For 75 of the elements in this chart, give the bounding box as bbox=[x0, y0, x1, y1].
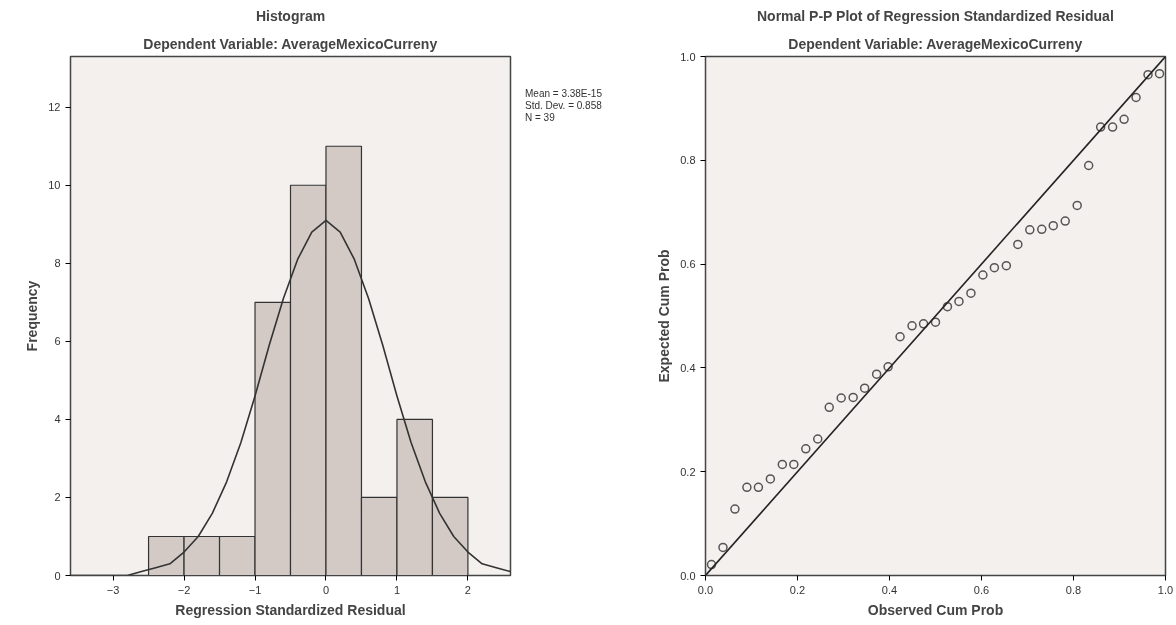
x-tick-label: 1.0 bbox=[1157, 583, 1174, 596]
point bbox=[907, 321, 917, 331]
x-tick-label: 0.0 bbox=[697, 583, 714, 596]
point bbox=[1037, 224, 1047, 235]
point bbox=[812, 434, 823, 444]
point bbox=[730, 504, 740, 514]
point bbox=[789, 459, 799, 470]
point bbox=[1025, 225, 1035, 235]
chart-title: Histogram bbox=[255, 7, 326, 24]
point bbox=[1060, 216, 1070, 226]
y-tick-label: 0.6 bbox=[680, 258, 696, 271]
y-axis-title: Frequency bbox=[24, 280, 41, 352]
y-tick-label: 12 bbox=[48, 101, 61, 114]
point bbox=[848, 392, 858, 403]
point bbox=[918, 319, 929, 329]
y-tick-label: 0.2 bbox=[680, 465, 696, 478]
text: Std. Dev. = 0.858 bbox=[525, 100, 602, 111]
point bbox=[871, 369, 882, 379]
point bbox=[1119, 114, 1129, 125]
x-tick-label: 0 bbox=[322, 583, 330, 596]
x-tick-label: 2 bbox=[464, 583, 471, 596]
point bbox=[706, 559, 717, 570]
x-tick-label: −3 bbox=[106, 583, 120, 596]
y-tick-label: 0.8 bbox=[680, 154, 696, 167]
point bbox=[883, 362, 893, 372]
y-tick-label: 10 bbox=[48, 179, 61, 192]
point bbox=[966, 288, 976, 298]
y-tick-label: 0 bbox=[54, 569, 61, 582]
y-tick-label: 8 bbox=[54, 257, 61, 270]
point bbox=[777, 459, 788, 470]
point bbox=[1072, 200, 1082, 211]
point bbox=[742, 482, 752, 493]
point bbox=[1083, 160, 1094, 171]
x-tick-label: 0.8 bbox=[1065, 583, 1082, 596]
x-tick-label: 0.2 bbox=[789, 583, 806, 596]
y-tick-label: 4 bbox=[54, 413, 61, 426]
point bbox=[1013, 239, 1023, 250]
y-tick-label: 6 bbox=[54, 335, 61, 348]
text: N = 39 bbox=[525, 112, 555, 123]
point bbox=[765, 474, 776, 484]
text: Mean = 3.38E-15 bbox=[525, 88, 602, 99]
y-tick-label: 0.4 bbox=[680, 361, 696, 374]
point bbox=[1001, 260, 1012, 271]
x-axis-title: Regression Standardized Residual bbox=[175, 601, 406, 618]
x-tick-label: −1 bbox=[248, 583, 262, 596]
x-tick-label: 0.4 bbox=[881, 583, 898, 596]
chart-subtitle: Dependent Variable: AverageMexicoCurreny bbox=[143, 35, 438, 52]
x-tick-label: −2 bbox=[177, 583, 191, 596]
point bbox=[942, 301, 953, 312]
point bbox=[824, 402, 834, 413]
y-axis-title: Expected Cum Prob bbox=[656, 249, 673, 383]
point bbox=[895, 332, 905, 342]
point bbox=[1143, 69, 1153, 80]
y-tick-label: 0.0 bbox=[680, 569, 696, 582]
y-tick-label: 2 bbox=[54, 491, 61, 504]
point bbox=[859, 383, 870, 393]
x-tick-label: 1 bbox=[393, 583, 401, 596]
point bbox=[978, 270, 988, 280]
point bbox=[1095, 122, 1106, 132]
point bbox=[753, 482, 764, 493]
x-tick-label: 0.6 bbox=[973, 583, 990, 596]
point bbox=[1107, 122, 1118, 132]
point bbox=[989, 262, 1000, 273]
point bbox=[836, 393, 846, 403]
chart-subtitle: Dependent Variable: AverageMexicoCurreny bbox=[788, 35, 1083, 52]
point bbox=[1048, 220, 1059, 231]
point bbox=[718, 542, 728, 553]
y-tick-label: 1.0 bbox=[680, 50, 696, 63]
point bbox=[954, 296, 964, 307]
point bbox=[930, 317, 941, 327]
x-axis-title: Observed Cum Prob bbox=[867, 601, 1004, 618]
chart-title: Normal P-P Plot of Regression Standardized Residual bbox=[756, 7, 1114, 24]
point bbox=[1131, 92, 1141, 103]
point bbox=[1154, 68, 1165, 79]
point bbox=[801, 444, 811, 454]
